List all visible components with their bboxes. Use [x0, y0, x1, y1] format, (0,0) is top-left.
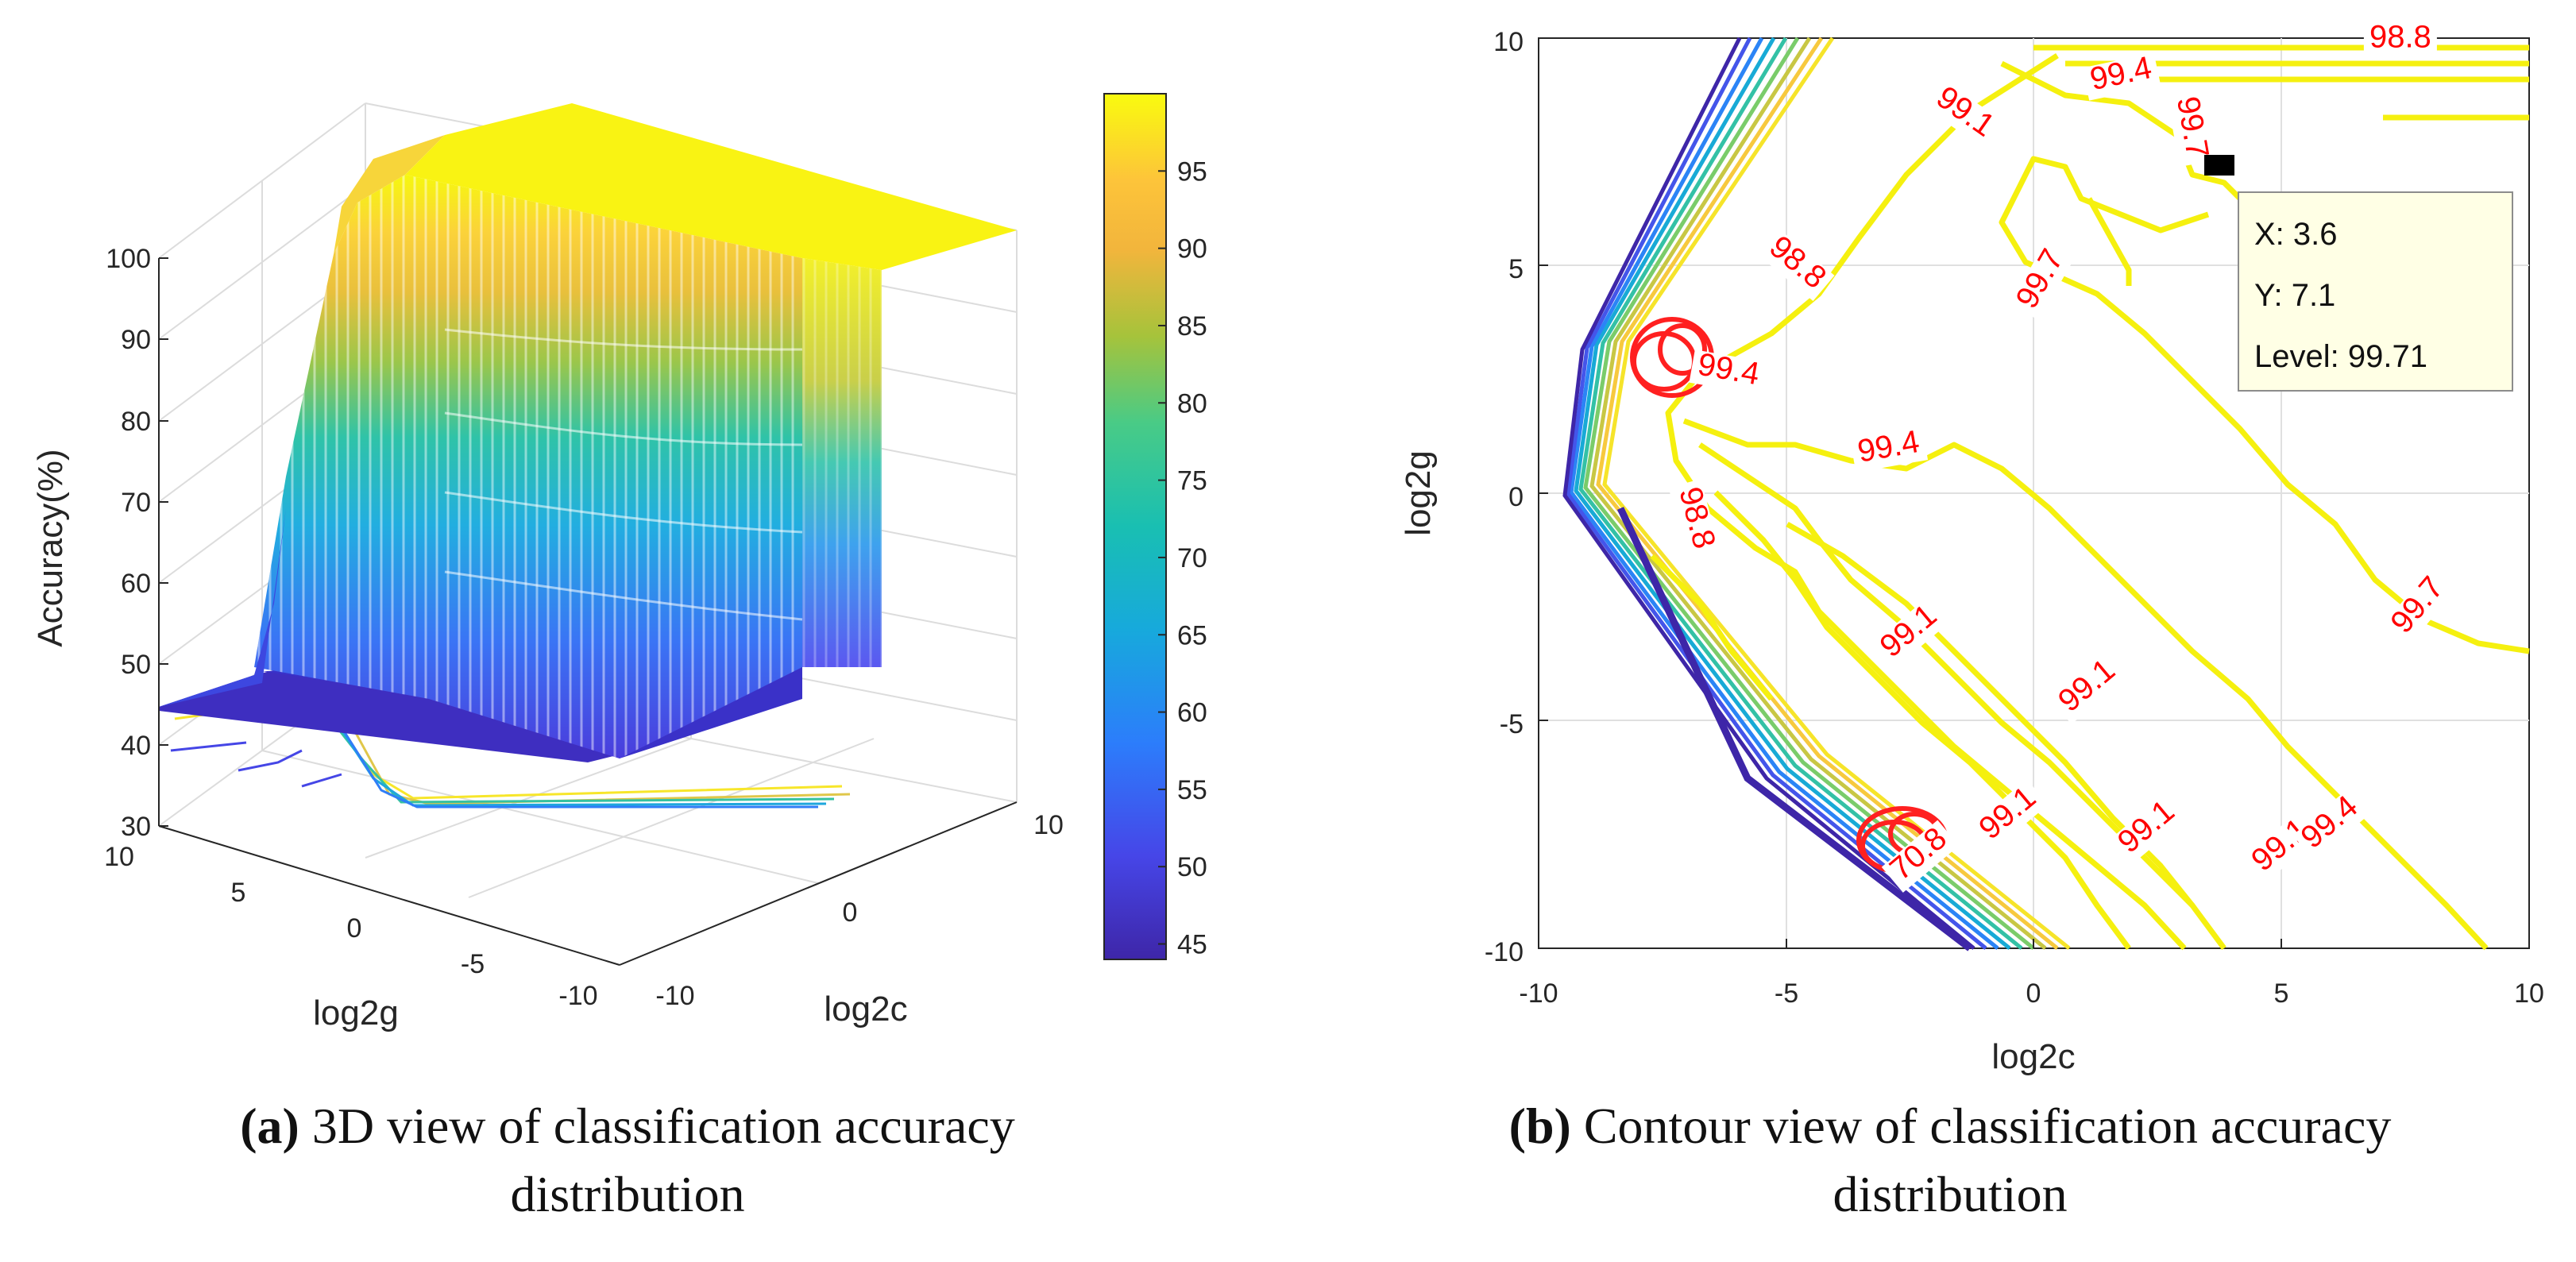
contour-label-bg	[1971, 779, 2049, 852]
contour-x-axis-label: log2c	[1991, 1037, 2075, 1076]
colorbar-gradient	[1103, 93, 1167, 960]
caption-a-text: 3D view of classification accuracy	[299, 1098, 1015, 1154]
z-tick: 40	[121, 731, 151, 761]
contour-label-bg	[2363, 23, 2437, 57]
contour-label-bg	[1757, 228, 1835, 301]
colorbar-tick-label: 75	[1177, 466, 1207, 496]
colorbar-tick-label: 55	[1177, 775, 1207, 805]
colorbar-tick-label: 90	[1177, 234, 1207, 264]
x-tick: 5	[231, 878, 246, 908]
z-tick: 60	[121, 569, 151, 599]
contour-y-tick: 5	[1508, 254, 1524, 284]
contour-label-bg	[1881, 820, 1960, 893]
caption-b-label: (b)	[1508, 1098, 1571, 1154]
x-axis-label: log2g	[313, 994, 399, 1032]
contour-y-axis-label: log2g	[1399, 450, 1438, 536]
colorbar: 95 90 85 80 75 70 65 60 55 50 45	[1103, 93, 1207, 960]
contour-x-tick: -5	[1775, 978, 1798, 1009]
datatip-y: Y: 7.1	[2254, 278, 2335, 313]
datatip[interactable]: X: 3.6 Y: 7.1 Level: 99.71	[2204, 155, 2513, 392]
colorbar-tick-label: 85	[1177, 311, 1207, 342]
y-axis-label: log2c	[824, 990, 907, 1029]
contour-x-tick: 10	[2514, 978, 2544, 1009]
colorbar-tick-label: 45	[1177, 930, 1207, 960]
contour-label-bg	[2383, 568, 2456, 646]
panel-b-contour-view: 98.899.499.1 99.798.8 99.799.499.498.899.7…	[1399, 19, 2544, 1076]
caption-a-text2: distribution	[510, 1166, 745, 1222]
contour-level-label: 98.8	[2369, 19, 2431, 54]
x-tick: 0	[347, 913, 362, 944]
contour-label-bg	[1668, 479, 1720, 558]
colorbar-tick-label: 95	[1177, 156, 1207, 187]
caption-b-text: Contour view of classification accuracy	[1570, 1098, 2392, 1154]
colorbar-tick-label: 50	[1177, 852, 1207, 882]
datatip-x: X: 3.6	[2254, 217, 2338, 252]
z-tick: 30	[121, 812, 151, 842]
caption-b-text2: distribution	[1833, 1166, 2068, 1222]
datatip-box	[2238, 191, 2513, 392]
y-tick: 0	[843, 897, 858, 928]
caption-a-label: (a)	[240, 1098, 299, 1154]
contour-label-bg	[1924, 79, 2003, 149]
contour-x-tick: 5	[2274, 978, 2289, 1009]
y-tick: 10	[1033, 810, 1064, 840]
contour-x-tick: 0	[2026, 978, 2041, 1009]
colorbar-ticks: 95 90 85 80 75 70 65 60 55 50 45	[1158, 156, 1207, 960]
contour-label-bg	[2010, 240, 2076, 321]
datatip-level: Level: 99.71	[2254, 339, 2427, 374]
z-tick: 90	[121, 325, 151, 355]
colorbar-tick-label: 60	[1177, 698, 1207, 728]
panel-a-3d-view: 100 90 80 70 60 50 40 30 Accuracy(%) 10 …	[31, 93, 1207, 1032]
contour-label-bg	[2082, 52, 2161, 101]
contour-x-tick: -10	[1519, 978, 1558, 1009]
x-tick: -10	[558, 981, 597, 1011]
contour-y-tick: 10	[1493, 27, 1524, 57]
z-tick: 100	[106, 244, 151, 274]
x-tick: -5	[461, 949, 485, 979]
contour-y-tick: -5	[1500, 709, 1524, 739]
accuracy-surface	[159, 103, 1017, 762]
contour-y-tick: 0	[1508, 482, 1524, 512]
z-tick: 70	[121, 488, 151, 518]
contour-label-bg	[1871, 596, 1949, 670]
colorbar-tick-label: 80	[1177, 388, 1207, 419]
contour-label-bg	[1850, 426, 1929, 473]
x-tick: 10	[104, 842, 134, 872]
contour-label-bg	[2109, 793, 2188, 866]
z-tick: 80	[121, 407, 151, 437]
datatip-marker[interactable]	[2204, 155, 2234, 176]
y-tick: -10	[655, 981, 694, 1011]
contour-label-bg	[2166, 89, 2213, 167]
caption-a: (a) 3D view of classification accuracy d…	[111, 1092, 1144, 1229]
z-axis	[158, 257, 1018, 966]
contour-axis-ticks	[1539, 264, 2282, 948]
contour-label-bg	[1689, 349, 1767, 396]
z-tick: 50	[121, 650, 151, 680]
contour-label-bg	[2049, 651, 2128, 724]
contour-y-tick: -10	[1485, 937, 1524, 967]
caption-b: (b) Contour view of classification accur…	[1374, 1092, 2526, 1229]
colorbar-tick-label: 70	[1177, 543, 1207, 573]
contour-label-bg	[2292, 788, 2370, 861]
z-axis-label: Accuracy(%)	[31, 449, 70, 646]
colorbar-tick-label: 65	[1177, 620, 1207, 650]
